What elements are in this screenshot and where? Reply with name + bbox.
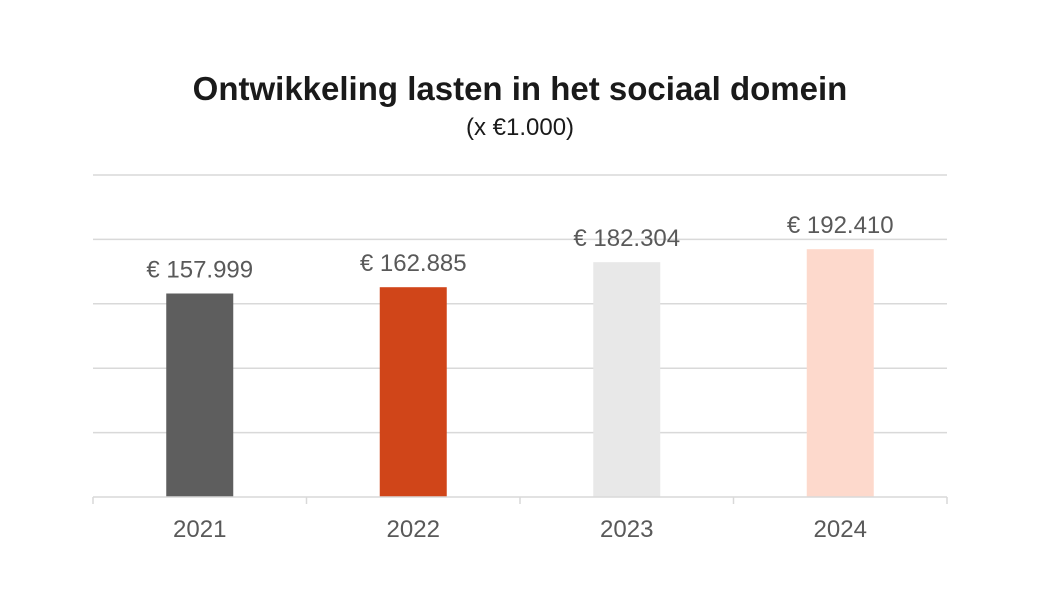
data-label-2021: € 157.999	[146, 256, 253, 283]
bar-2024	[806, 249, 874, 497]
bar-2022	[379, 287, 447, 497]
gridlines	[93, 174, 947, 434]
bar-2023	[593, 262, 661, 497]
data-label-2024: € 192.410	[787, 212, 894, 239]
x-tick-label-2024: 2024	[814, 516, 867, 543]
bar-2021	[166, 293, 234, 497]
chart-subtitle: (x €1.000)	[465, 114, 575, 141]
chart-title: Ontwikkeling lasten in het sociaal domei…	[192, 70, 848, 107]
x-axis: 2021 2022 2023 2024	[92, 496, 948, 543]
data-labels: € 157.999 € 162.885 € 182.304 € 192.410	[146, 212, 893, 283]
bars	[166, 249, 874, 497]
data-label-2023: € 182.304	[573, 225, 680, 252]
x-tick-label-2022: 2022	[387, 516, 440, 543]
data-label-2022: € 162.885	[360, 250, 467, 277]
x-tick-label-2023: 2023	[600, 516, 653, 543]
x-tick-label-2021: 2021	[173, 516, 226, 543]
